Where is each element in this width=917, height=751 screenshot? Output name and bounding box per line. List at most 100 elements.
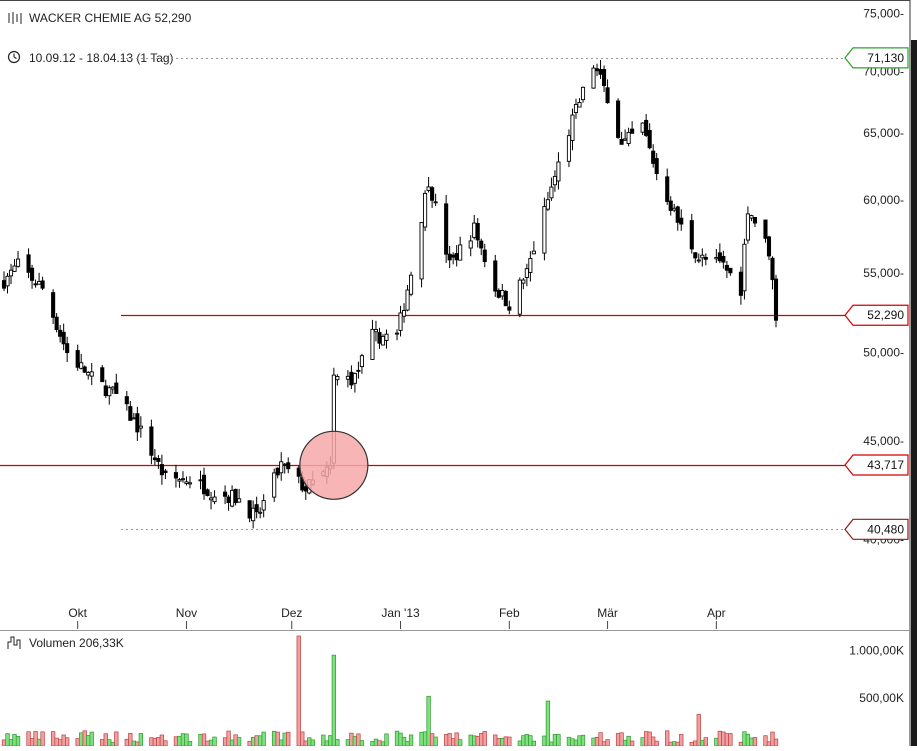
candle-body-down (1, 280, 7, 289)
volume-bar (566, 736, 572, 747)
candle-body-down (507, 306, 512, 311)
candle (401, 303, 407, 323)
candle-body-down (124, 396, 129, 405)
volume-bar (521, 735, 526, 747)
volume-bar (187, 741, 193, 747)
volume-bar (131, 740, 136, 747)
candle (384, 329, 389, 349)
candle (152, 449, 157, 466)
candle (65, 336, 70, 363)
candle-body-down (717, 252, 722, 262)
candle-body-down (773, 278, 779, 321)
volume-bar (173, 736, 179, 747)
candle (749, 214, 754, 222)
candle (721, 250, 726, 269)
volume-bar (675, 741, 680, 747)
volume-bar (573, 739, 579, 747)
candle-body-up (749, 215, 754, 219)
candle-body-down (33, 283, 38, 286)
candle (552, 170, 557, 192)
candle-body-up (251, 507, 256, 522)
volume-bar (156, 737, 161, 747)
candle (468, 235, 473, 257)
volume-tick-label: 500,00K (859, 691, 904, 705)
volume-bar (282, 732, 287, 747)
candle-body-up (524, 268, 529, 278)
volume-bar (26, 731, 31, 747)
candle (493, 254, 498, 297)
volume-bar (577, 735, 582, 747)
candle-body-down (51, 292, 56, 318)
volume-bar (124, 738, 129, 747)
volume-bar (640, 737, 645, 747)
volume-bar (356, 733, 361, 747)
volume-title: Volumen 206,33K (29, 636, 124, 650)
volume-bar (528, 735, 533, 747)
candle-body-down (602, 69, 607, 87)
period-label: 10.09.12 - 18.04.13 (1 Tag) (29, 51, 174, 65)
scrollbar[interactable] (911, 40, 917, 746)
candle (205, 488, 210, 497)
candle-body-up (15, 258, 21, 267)
candle-body-down (605, 87, 610, 104)
price-tag-71130-text: 71,130 (867, 51, 904, 65)
candle (180, 471, 186, 483)
volume-bar (177, 735, 182, 747)
volume-bar (384, 733, 389, 747)
candle-body-down (451, 254, 456, 258)
candle (198, 470, 203, 490)
candle (356, 361, 361, 379)
volume-bar (233, 734, 238, 747)
instrument-title: WACKER CHEMIE AG 52,290 (29, 11, 192, 25)
volume-bar (50, 731, 56, 747)
candle-body-up (380, 335, 386, 346)
candle-body-down (128, 406, 133, 421)
volume-bar (8, 739, 14, 747)
volume-bar (542, 735, 547, 747)
candle (1, 271, 7, 292)
candle (482, 243, 487, 268)
candle-body-down (724, 264, 729, 271)
candle (752, 216, 757, 228)
price-tag-52290: 52,290 (844, 304, 909, 326)
candle-body-up (566, 135, 572, 162)
candle-body-down (103, 385, 108, 397)
volume-bar (331, 654, 337, 747)
candle (738, 266, 743, 305)
volume-bar (310, 739, 315, 747)
instrument-icon (8, 12, 22, 24)
candle (349, 365, 354, 390)
candle-body-up (573, 104, 579, 114)
volume-bar (738, 741, 744, 747)
volume-bar (433, 736, 438, 747)
candle-body-up (409, 274, 414, 295)
volume-bar (419, 731, 424, 747)
volume-bar (307, 737, 312, 747)
volume-bar (601, 741, 607, 747)
candle (623, 129, 628, 141)
volume-bar (594, 736, 600, 747)
candle (570, 108, 575, 151)
candle (496, 288, 501, 299)
candle-body-down (65, 343, 70, 354)
candle (616, 98, 621, 139)
candle-body-down (58, 329, 63, 337)
volume-bar (152, 737, 158, 747)
volume-bar (286, 731, 291, 747)
candle-body-down (61, 331, 66, 345)
candle (173, 464, 178, 488)
volume-bar (693, 740, 698, 747)
candle (51, 289, 56, 325)
volume-bar (451, 738, 456, 747)
volume-bar (359, 740, 365, 747)
candle-body-down (503, 291, 508, 307)
candle-body-down (616, 100, 621, 138)
candle (672, 203, 677, 213)
candle-body-down (651, 150, 656, 164)
candle-body-down (703, 256, 708, 260)
candle-body-up (517, 279, 522, 315)
candle (668, 196, 673, 216)
price-tag-71130-box (844, 47, 909, 69)
price-tag-52290-text: 52,290 (867, 308, 904, 322)
volume-bar (212, 736, 217, 747)
